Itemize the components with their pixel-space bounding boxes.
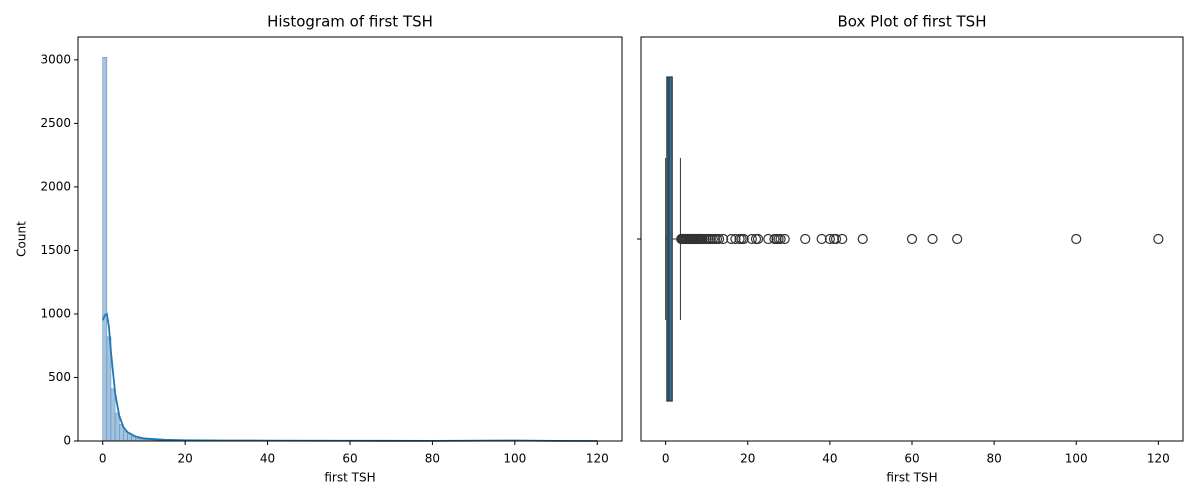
- chart-title: Histogram of first TSH: [267, 13, 433, 31]
- x-tick-label: 0: [662, 452, 670, 466]
- kde-line: [103, 314, 598, 441]
- box: [667, 77, 672, 401]
- bar: [127, 435, 131, 441]
- x-tick-label: 120: [1147, 452, 1170, 466]
- x-tick-label: 40: [260, 452, 275, 466]
- x-tick-label: 60: [904, 452, 919, 466]
- plot-frame: [641, 37, 1183, 441]
- outlier: [908, 235, 917, 244]
- x-tick-label: 0: [99, 452, 107, 466]
- outlier: [754, 235, 763, 244]
- outlier: [1072, 235, 1081, 244]
- plot-frame: [78, 37, 622, 441]
- outlier: [928, 235, 937, 244]
- outlier: [737, 235, 746, 244]
- x-tick-label: 100: [503, 452, 526, 466]
- y-axis-label: Count: [15, 221, 29, 257]
- chart-title: Box Plot of first TSH: [838, 13, 987, 31]
- x-axis-label: first TSH: [324, 471, 375, 485]
- x-tick-label: 20: [178, 452, 193, 466]
- bar: [115, 413, 119, 441]
- y-tick-label: 1000: [40, 306, 71, 320]
- y-tick-label: 2000: [40, 179, 71, 193]
- bar: [111, 389, 115, 441]
- x-tick-label: 60: [342, 452, 357, 466]
- x-tick-label: 20: [740, 452, 755, 466]
- x-tick-label: 80: [425, 452, 440, 466]
- outlier: [1154, 235, 1163, 244]
- y-tick-label: 1500: [40, 243, 71, 257]
- x-axis-label: first TSH: [886, 471, 937, 485]
- outlier: [953, 235, 962, 244]
- outlier: [858, 235, 867, 244]
- x-tick-label: 120: [586, 452, 609, 466]
- y-tick-label: 3000: [40, 52, 71, 66]
- bar: [103, 57, 107, 441]
- y-tick-label: 0: [63, 434, 71, 448]
- x-tick-label: 80: [986, 452, 1001, 466]
- outlier: [801, 235, 810, 244]
- x-tick-label: 40: [822, 452, 837, 466]
- x-tick-label: 100: [1065, 452, 1088, 466]
- y-tick-label: 2500: [40, 116, 71, 130]
- y-tick-label: 500: [48, 370, 71, 384]
